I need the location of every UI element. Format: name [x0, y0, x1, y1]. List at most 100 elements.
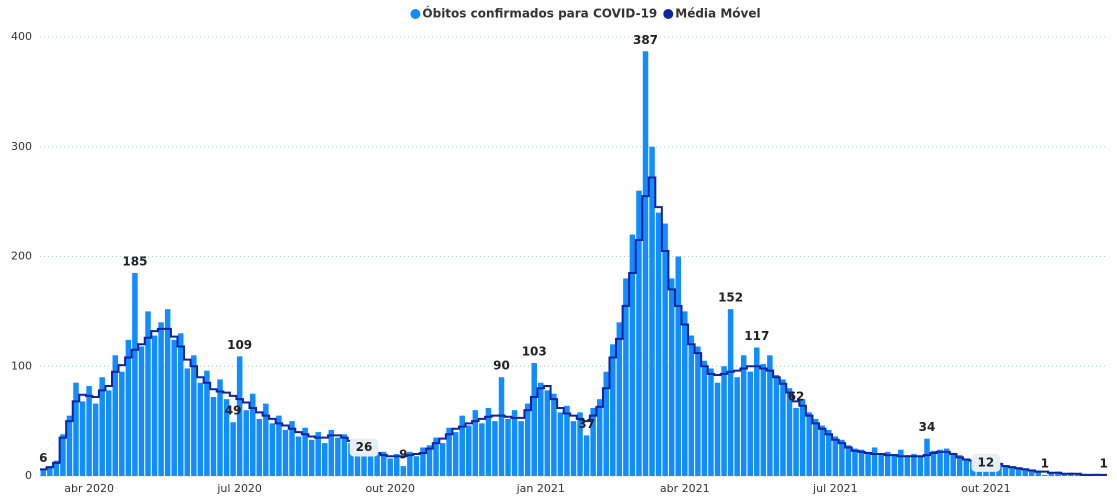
bar	[256, 418, 263, 476]
bar	[682, 311, 688, 476]
bar	[177, 333, 184, 476]
bar	[505, 418, 511, 476]
bar	[1035, 470, 1042, 476]
bar-value-label: 34	[919, 420, 936, 434]
bar	[40, 469, 47, 476]
bar	[688, 335, 695, 476]
bar	[963, 458, 970, 476]
bar	[760, 364, 767, 476]
bar-value-label: 37	[578, 417, 595, 431]
bar	[374, 454, 380, 476]
bar	[217, 379, 223, 476]
bar	[485, 407, 492, 476]
bar	[466, 425, 472, 476]
bar	[780, 379, 786, 476]
bar	[243, 410, 249, 476]
bar	[276, 415, 282, 476]
bar	[577, 412, 583, 476]
bar	[400, 466, 407, 476]
line-value-label: 26	[356, 440, 373, 454]
bar	[263, 403, 269, 476]
bar	[92, 403, 99, 476]
bar	[891, 454, 898, 476]
bar	[394, 454, 400, 476]
bar	[498, 377, 505, 476]
bar	[943, 448, 950, 476]
bar	[420, 447, 426, 476]
bar	[551, 393, 557, 476]
bar-value-label: 109	[227, 338, 252, 352]
bar	[308, 439, 315, 476]
x-tick-label: abr 2021	[660, 482, 710, 495]
bar-value-label: 49	[225, 404, 242, 418]
bar	[230, 422, 236, 476]
bar	[917, 456, 924, 476]
moving-average-line	[40, 176, 1107, 476]
bar	[668, 278, 675, 476]
bar	[472, 410, 479, 476]
bar	[315, 432, 321, 476]
bar-value-label: 62	[788, 389, 805, 403]
bar	[66, 415, 73, 476]
bar	[583, 435, 590, 476]
bar	[878, 452, 884, 476]
bar	[662, 223, 668, 476]
bar	[73, 382, 79, 476]
bar	[786, 388, 793, 476]
bar	[924, 438, 930, 476]
bar	[812, 418, 819, 476]
bar	[86, 386, 92, 476]
bar	[767, 355, 773, 476]
bar	[105, 390, 112, 476]
bar	[223, 399, 230, 476]
bar	[865, 451, 871, 476]
bar	[557, 412, 564, 476]
bar	[295, 436, 302, 476]
bar	[125, 339, 132, 476]
bar	[950, 452, 956, 476]
bar	[1022, 468, 1028, 476]
bar-value-label: 117	[744, 329, 769, 343]
legend-label: Óbitos confirmados para COVID-19	[422, 6, 657, 21]
bar	[380, 451, 387, 476]
bar	[642, 51, 649, 477]
bar	[151, 335, 158, 476]
bar	[1048, 472, 1055, 476]
bar	[354, 439, 361, 476]
bar	[852, 448, 858, 476]
bar	[204, 370, 210, 476]
line-value-label: 12	[978, 455, 995, 469]
bar	[708, 368, 714, 476]
bar	[99, 377, 105, 476]
line-label: 12	[971, 453, 1001, 472]
y-tick-label: 0	[25, 469, 32, 482]
bar	[839, 439, 845, 476]
bar	[538, 382, 544, 476]
bar	[747, 371, 753, 476]
bar	[60, 434, 66, 476]
bar	[826, 429, 832, 476]
bar-value-label: 90	[493, 359, 510, 373]
y-tick-label: 300	[11, 140, 32, 153]
bar	[544, 390, 551, 476]
legend-label: Média Móvel	[675, 7, 760, 21]
bar	[158, 322, 164, 476]
bar	[1002, 465, 1009, 476]
bar	[426, 445, 433, 476]
label-box	[349, 438, 379, 457]
bar	[249, 393, 256, 476]
bar	[407, 451, 413, 476]
bar	[590, 407, 596, 476]
bar	[884, 451, 891, 476]
bar	[845, 445, 852, 476]
bar	[184, 368, 191, 476]
x-tick-label: out 2021	[961, 482, 1011, 495]
bar	[531, 362, 537, 476]
bar-value-label: 152	[718, 291, 743, 305]
bar	[361, 449, 367, 476]
bar	[1015, 467, 1022, 476]
bar	[603, 371, 609, 476]
bar	[721, 366, 727, 476]
bar-value-label: 185	[122, 254, 147, 268]
bar	[145, 311, 151, 476]
